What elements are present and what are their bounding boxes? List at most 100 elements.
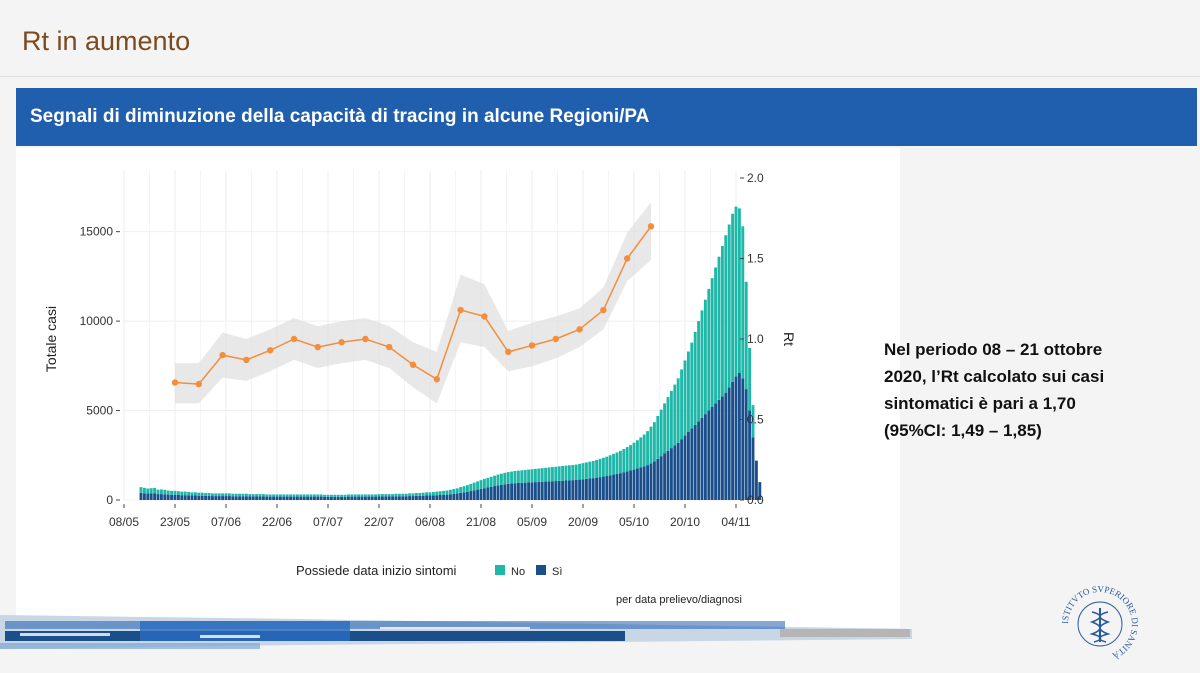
bar-si (408, 496, 412, 500)
bar-si (289, 496, 293, 500)
bar-no (632, 442, 636, 470)
bar-si (231, 496, 235, 500)
bar-si (159, 494, 163, 500)
bar-no (153, 487, 157, 494)
bar-si (622, 472, 626, 500)
bar-no (710, 278, 714, 407)
bar-si (496, 485, 500, 500)
bar-si (520, 482, 524, 500)
bar-no (615, 452, 619, 474)
bar-no (282, 494, 286, 497)
bar-no (357, 494, 361, 497)
bar-si (285, 496, 289, 500)
bar-si (333, 496, 337, 500)
bar-si (459, 492, 463, 500)
rt-point (528, 342, 536, 349)
bar-si (612, 474, 616, 500)
bar-no (380, 494, 384, 497)
bar-si (591, 478, 595, 500)
bar-no (139, 487, 143, 493)
bar-no (479, 480, 483, 489)
bar-no (564, 465, 568, 481)
bar-si (442, 494, 446, 500)
rt-point (552, 335, 559, 343)
bar-no (183, 491, 187, 496)
bar-si (629, 470, 633, 500)
bar-si (717, 399, 721, 500)
bar-si (329, 496, 333, 500)
bar-no (367, 494, 371, 497)
legend-label: No (511, 566, 525, 578)
bar-si (744, 389, 748, 500)
bar-si (758, 482, 762, 500)
bar-si (146, 493, 150, 500)
bar-no (683, 360, 687, 436)
rt-point (243, 356, 250, 364)
bar-si (353, 496, 357, 500)
bar-si (482, 488, 486, 500)
bar-si (608, 475, 612, 500)
bar-si (227, 496, 231, 500)
bar-si (690, 428, 694, 500)
bar-si (659, 456, 663, 500)
bar-si (234, 496, 238, 500)
y-tick-label: 15000 (80, 225, 114, 239)
bar-no (323, 494, 327, 497)
bar-si (462, 492, 466, 500)
bar-no (714, 267, 718, 404)
y2-tick-label: 0.5 (747, 413, 764, 427)
x-tick-label: 22/06 (262, 515, 292, 529)
bar-si (391, 496, 395, 500)
bar-si (183, 495, 187, 500)
x-tick-label: 21/08 (466, 515, 496, 529)
bar-no (408, 493, 412, 497)
bar-si (187, 495, 191, 500)
bar-si (397, 496, 401, 500)
bar-si (513, 483, 517, 500)
rt-point (219, 351, 226, 359)
bar-si (404, 496, 408, 500)
bar-no (224, 493, 228, 497)
chart-axes: 0 5000 10000 15000 0.0 0.5 1.0 1.5 2.0 08/05 23/05… (43, 171, 797, 529)
bar-si (316, 496, 320, 500)
bar-no (499, 473, 503, 485)
bar-no (193, 492, 197, 496)
bar-no (727, 224, 731, 388)
bar-si (635, 468, 639, 500)
bar-no (591, 461, 595, 479)
bar-no (520, 470, 524, 483)
section-banner-text: Segnali di diminuzione della capacità di… (30, 106, 650, 127)
bar-si (387, 496, 391, 500)
bar-no (544, 467, 548, 482)
rt-point (290, 335, 298, 343)
bar-no (306, 494, 310, 497)
bar-no (340, 494, 344, 497)
bar-no (737, 208, 741, 373)
bar-no (442, 490, 446, 495)
bar-no (401, 493, 405, 497)
bar-si (503, 484, 507, 500)
bar-si (557, 480, 561, 500)
bar-si (275, 496, 279, 500)
bar-no (486, 477, 490, 488)
rt-point (195, 380, 202, 388)
bar-si (193, 495, 197, 500)
rt-summary-note: Nel periodo 08 – 21 ottobre 2020, l’Rt c… (884, 336, 1184, 444)
bar-no (717, 256, 721, 400)
bar-si (336, 496, 340, 500)
bar-si (693, 424, 697, 500)
bar-no (204, 493, 208, 496)
bar-no (469, 483, 473, 492)
bar-si (561, 480, 565, 500)
bar-no (350, 494, 354, 497)
rt-point (267, 347, 274, 354)
bar-no (255, 494, 259, 497)
bar-si (370, 496, 374, 500)
bar-si (720, 396, 724, 500)
bar-si (649, 463, 653, 500)
bar-no (316, 494, 320, 497)
bar-no (601, 457, 605, 477)
bar-si (472, 490, 476, 500)
bar-no (612, 453, 616, 475)
bar-no (578, 463, 582, 480)
